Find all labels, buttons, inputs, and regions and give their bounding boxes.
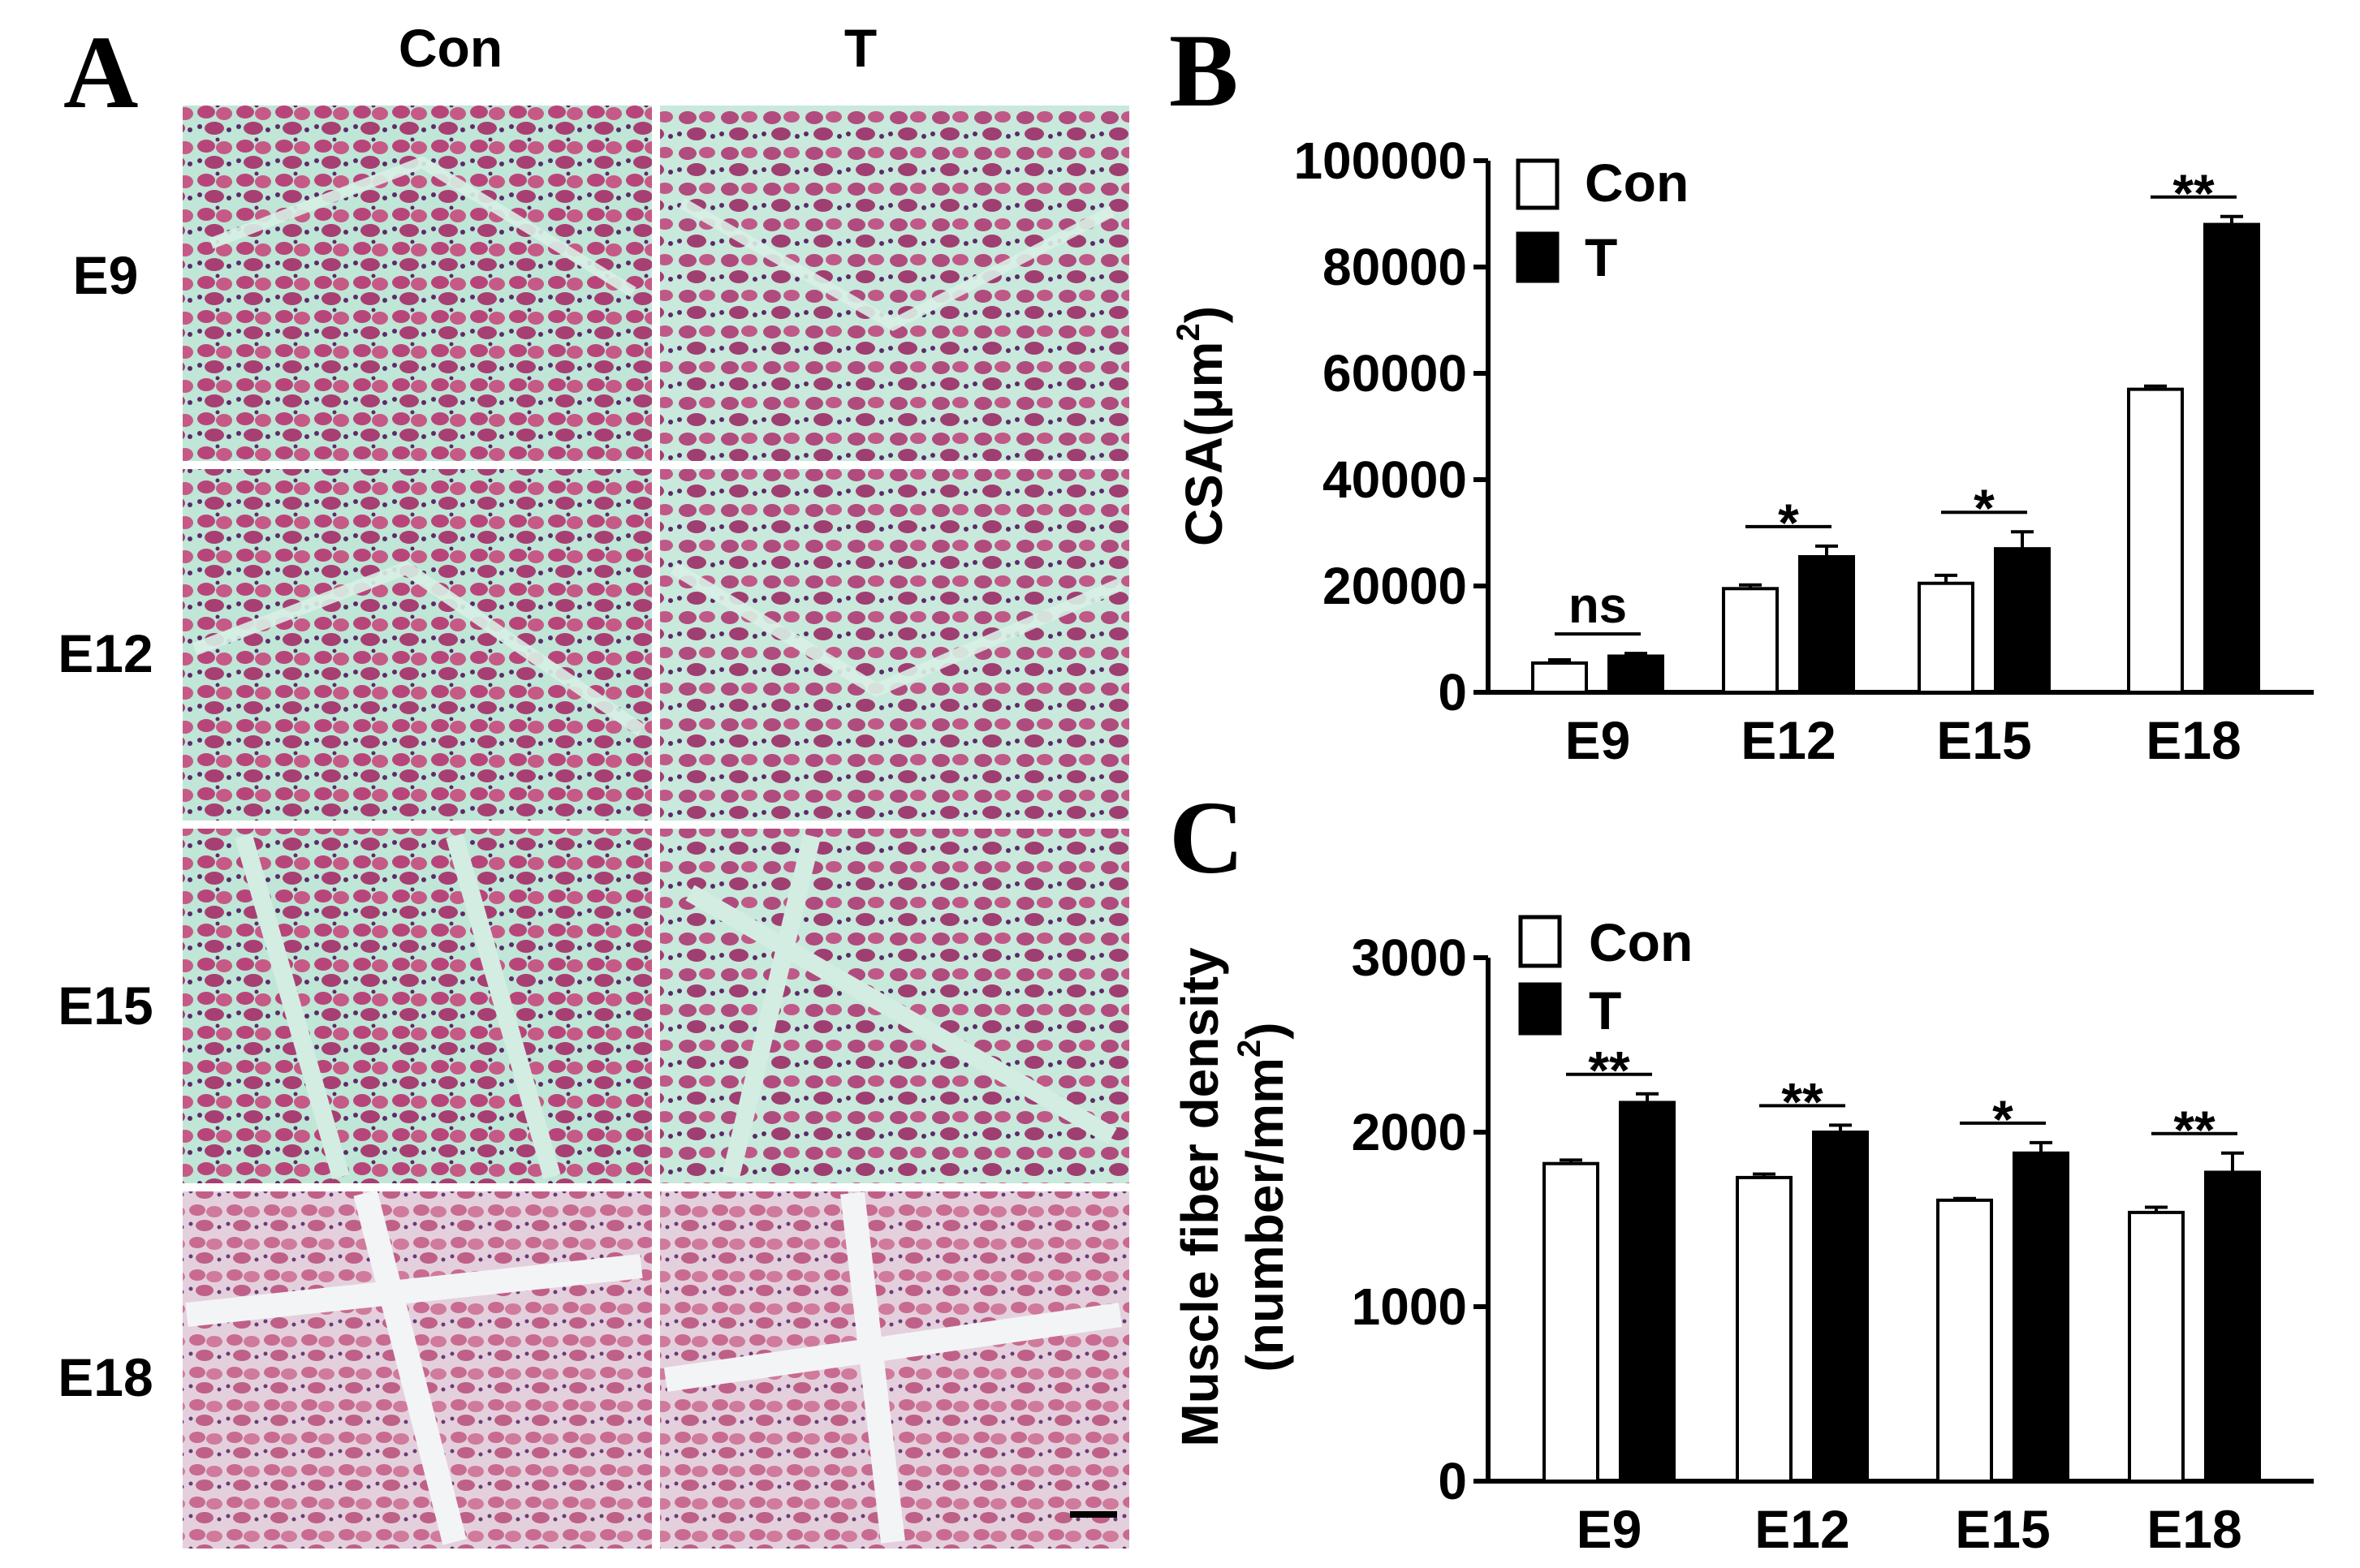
chart-c-y-axis-label-line1: Muscle fiber density [1171, 947, 1229, 1447]
chart-c-y-axis-label-line2: (number/mm2) [1232, 1022, 1294, 1372]
y-tick-label: 80000 [1322, 238, 1467, 296]
x-tick-label: E18 [2146, 1499, 2241, 1559]
significance-label: * [1992, 1089, 2013, 1149]
chart-c-bars [1542, 1092, 2261, 1484]
chart-b-bars [1531, 214, 2260, 695]
column-header-t: T [844, 18, 877, 78]
bar-con-e12 [1722, 587, 1779, 695]
x-tick-label: E15 [1936, 710, 2031, 770]
chart-c-y-ticks: 0 1000 2000 3000 [1352, 928, 1488, 1510]
micrograph-e9-t [660, 106, 1129, 461]
significance-label: ** [1588, 1040, 1630, 1101]
x-tick-label: E12 [1741, 710, 1836, 770]
bar-t-e12 [1812, 1131, 1869, 1483]
chart-c-significance: **** * ** [1566, 1040, 2237, 1160]
chart-b-significance: ns* *** [1555, 163, 2237, 636]
column-header-con: Con [399, 18, 503, 78]
y-tick-label: 60000 [1322, 344, 1467, 403]
bar-t-e18 [2203, 222, 2260, 695]
bar-t-e15 [1994, 547, 2051, 695]
significance-label: ** [1781, 1071, 1823, 1131]
bar-t-e15 [2013, 1151, 2069, 1484]
legend-label-t: T [1585, 227, 1617, 287]
significance-label: * [1974, 478, 1995, 538]
bar-con-e12 [1736, 1175, 1793, 1484]
bar-con-e18 [2127, 387, 2184, 694]
chart-b-y-ticks: 0 20000 40000 60000 80000 100000 [1293, 131, 1488, 722]
legend-label-con: Con [1589, 912, 1693, 972]
legend-swatch-t [1516, 231, 1560, 283]
micrograph-grid [183, 106, 1129, 1549]
significance-label: ns [1568, 578, 1627, 634]
bar-t-e9 [1607, 654, 1664, 695]
y-tick-label: 3000 [1352, 928, 1467, 987]
chart-b-legend: Con T [1516, 153, 1689, 287]
chart-b-y-axis-label: CSA(μm2) [1171, 306, 1233, 546]
chart-c-legend: Con T [1518, 912, 1693, 1040]
bar-con-e15 [1918, 581, 1974, 694]
significance-label: * [1778, 493, 1799, 553]
bar-t-e18 [2204, 1170, 2261, 1483]
y-tick-label: 20000 [1322, 557, 1467, 615]
legend-label-con: Con [1585, 153, 1689, 213]
y-tick-label: 40000 [1322, 450, 1467, 509]
significance-label: ** [2172, 163, 2215, 223]
x-tick-label: E18 [2146, 710, 2241, 770]
significance-label: ** [2173, 1100, 2215, 1160]
x-tick-label: E12 [1754, 1499, 1849, 1559]
panel-letter-a: A [63, 15, 138, 130]
panel-letter-b: B [1169, 13, 1238, 128]
panel-letter-c: C [1169, 780, 1244, 895]
chart-c-x-tick-labels: E9 E12 E15 E18 [1577, 1499, 2242, 1559]
chart-b-x-tick-labels: E9 E12 E15 E18 [1565, 710, 2241, 770]
bar-con-e18 [2128, 1210, 2185, 1484]
y-tick-label: 0 [1438, 663, 1467, 722]
micrograph-e12-t [660, 469, 1129, 821]
bar-con-e9 [1531, 661, 1588, 694]
legend-label-t: T [1589, 980, 1621, 1040]
row-label-e12: E12 [58, 623, 153, 683]
bar-t-e12 [1798, 554, 1855, 694]
bar-t-e9 [1619, 1101, 1676, 1483]
legend-swatch-t [1518, 982, 1562, 1036]
row-label-e18: E18 [58, 1347, 153, 1407]
y-tick-label: 100000 [1293, 131, 1467, 190]
y-tick-label: 2000 [1352, 1103, 1467, 1161]
micrograph-e12-con [183, 469, 652, 821]
y-tick-label: 0 [1438, 1452, 1467, 1510]
x-tick-label: E15 [1955, 1499, 2050, 1559]
bar-con-e15 [1936, 1198, 1993, 1483]
row-label-e15: E15 [58, 976, 153, 1036]
row-label-e9: E9 [73, 245, 139, 305]
y-tick-label: 1000 [1352, 1277, 1467, 1336]
legend-swatch-con [1516, 158, 1560, 210]
x-tick-label: E9 [1577, 1499, 1642, 1559]
legend-swatch-con [1518, 915, 1562, 968]
x-tick-label: E9 [1565, 710, 1631, 770]
bar-con-e9 [1542, 1161, 1599, 1483]
